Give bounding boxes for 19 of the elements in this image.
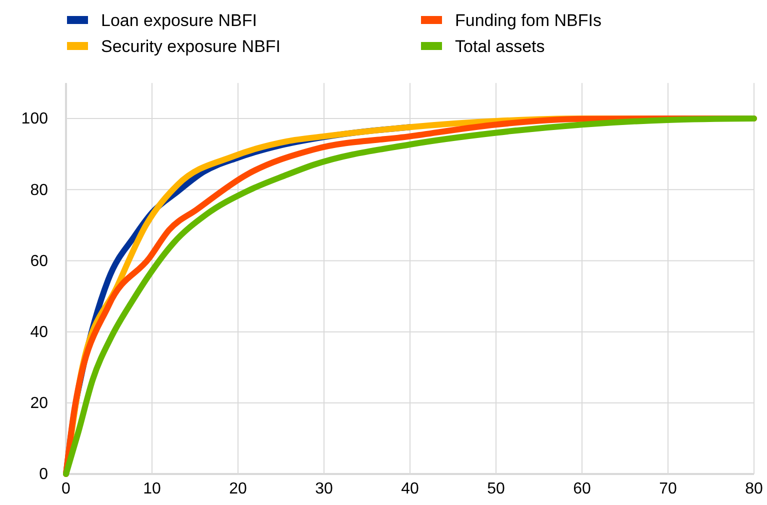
- x-tick-label: 40: [401, 480, 419, 498]
- x-tick-label: 30: [315, 480, 333, 498]
- legend-label: Total assets: [455, 37, 545, 56]
- x-tick-label: 80: [745, 480, 763, 498]
- y-tick-label: 60: [30, 252, 48, 270]
- x-tick-label: 10: [143, 480, 161, 498]
- x-tick-label: 20: [229, 480, 247, 498]
- y-tick-label: 0: [39, 466, 48, 484]
- y-tick-label: 40: [30, 324, 48, 341]
- y-tick-label: 80: [30, 182, 48, 199]
- y-tick-label: 20: [30, 395, 48, 412]
- x-tick-label: 50: [487, 480, 505, 498]
- x-tick-label: 70: [659, 480, 677, 498]
- legend-label: Security exposure NBFI: [101, 37, 281, 56]
- y-tick-label: 100: [21, 110, 48, 128]
- x-tick-label: 0: [62, 480, 71, 498]
- legend-label: Funding fom NBFIs: [455, 11, 602, 30]
- x-tick-label: 60: [573, 480, 591, 498]
- legend-label: Loan exposure NBFI: [101, 11, 257, 30]
